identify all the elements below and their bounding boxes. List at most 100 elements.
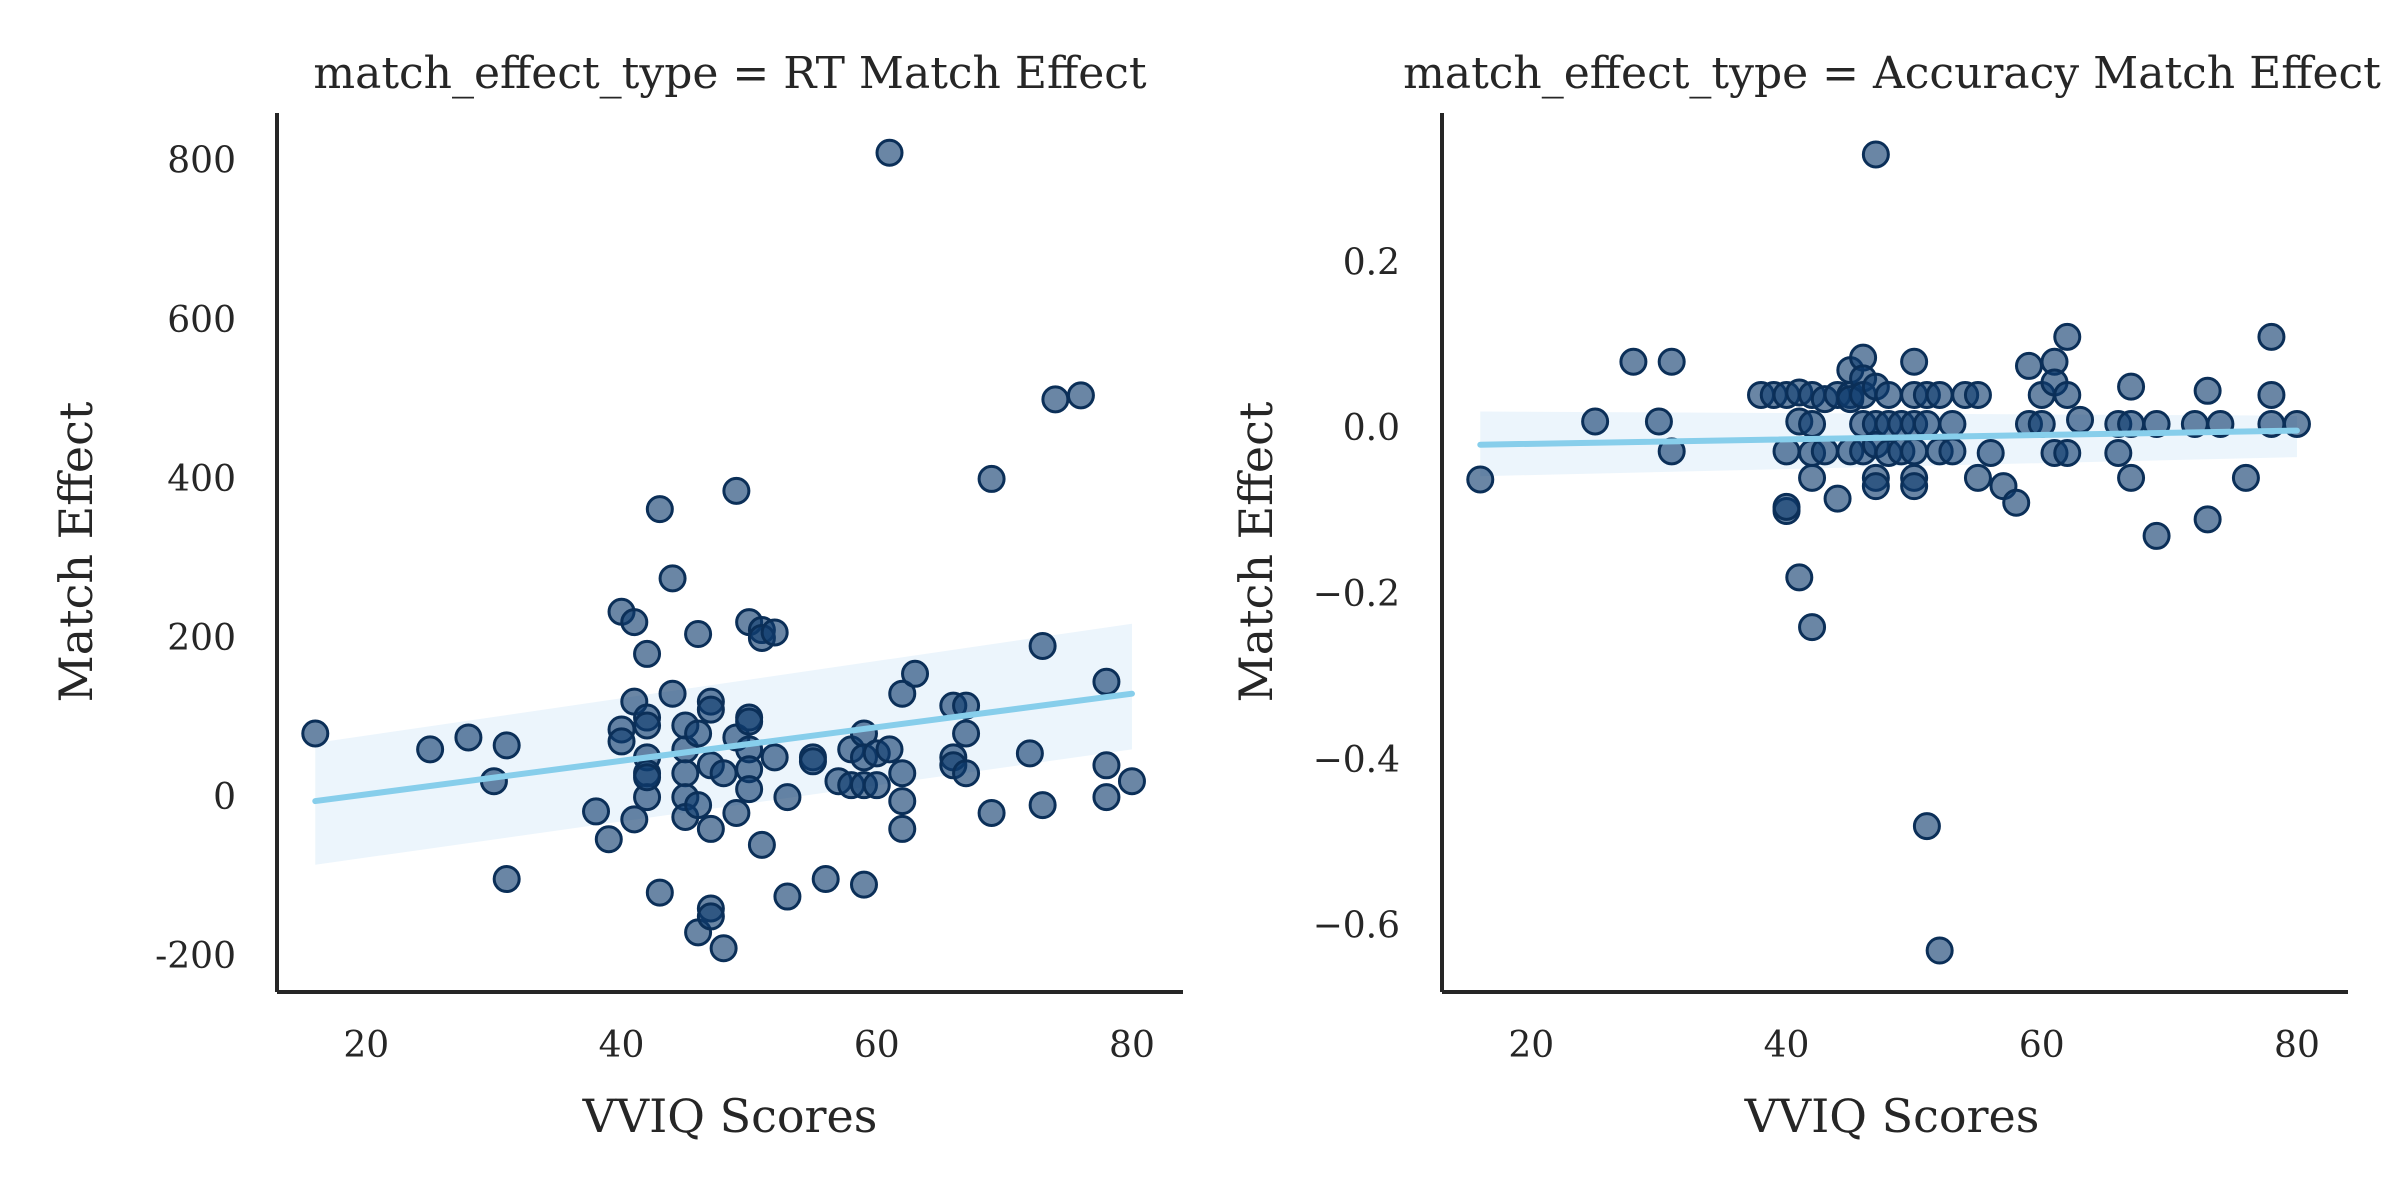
scatter-point bbox=[1925, 936, 1954, 965]
scatter-point bbox=[952, 719, 981, 748]
scatter-point bbox=[454, 723, 483, 752]
accuracy-match-effect-panel: match_effect_type = Accuracy Match Effec… bbox=[1229, 48, 2381, 1143]
scatter-point bbox=[1861, 472, 1890, 501]
scatter-point bbox=[735, 775, 764, 804]
scatter-point bbox=[709, 759, 738, 788]
scatter-point bbox=[2053, 380, 2082, 409]
scatter-point bbox=[645, 878, 674, 907]
regression-line bbox=[312, 690, 1135, 805]
scatter-point bbox=[1925, 380, 1954, 409]
scatter-point bbox=[1092, 783, 1121, 812]
scatter-point bbox=[1938, 437, 1967, 466]
rt-match-effect-panel: match_effect_type = RT Match Effect 20 40 6… bbox=[49, 48, 1183, 1143]
scatter-point bbox=[633, 639, 662, 668]
y-axis-label: Match Effect bbox=[1229, 401, 1283, 702]
x-axis-label: VVIQ Scores bbox=[1744, 1089, 2040, 1143]
x-tick-label: 20 bbox=[343, 1025, 389, 1066]
scatter-point bbox=[888, 759, 917, 788]
scatter-point bbox=[952, 759, 981, 788]
scatter-point bbox=[1976, 438, 2005, 467]
scatter-point bbox=[798, 747, 827, 776]
scatter-point bbox=[1963, 380, 1992, 409]
confidence-band bbox=[315, 623, 1132, 865]
scatter-point bbox=[2053, 322, 2082, 351]
scatter-point bbox=[684, 620, 713, 649]
scatter-point bbox=[2066, 405, 2095, 434]
scatter-point bbox=[1912, 812, 1941, 841]
scatter-point bbox=[645, 495, 674, 524]
scatter-point bbox=[1823, 484, 1852, 513]
scatter-point bbox=[1900, 347, 1929, 376]
x-tick-label: 40 bbox=[599, 1025, 645, 1066]
x-tick-label: 40 bbox=[1764, 1025, 1810, 1066]
scatter-point bbox=[1092, 751, 1121, 780]
scatter-point bbox=[875, 138, 904, 167]
scatter-point bbox=[1810, 437, 1839, 466]
scatter-point bbox=[1619, 347, 1648, 376]
scatter-point bbox=[1900, 472, 1929, 501]
scatter-point bbox=[1798, 463, 1827, 492]
scatter-point bbox=[735, 707, 764, 736]
scatter-point bbox=[1041, 385, 1070, 414]
scatter-point bbox=[760, 618, 789, 647]
scatter-point bbox=[1644, 407, 1673, 436]
scatter-point bbox=[849, 870, 878, 899]
scatter-point bbox=[1785, 563, 1814, 592]
scatter-point bbox=[1092, 667, 1121, 696]
scatter-point bbox=[633, 711, 662, 740]
scatter-point bbox=[2142, 521, 2171, 550]
scatter-point bbox=[760, 743, 789, 772]
scatter-point bbox=[1938, 409, 1967, 438]
scatter-point bbox=[1798, 613, 1827, 642]
y-tick-label: −0.2 bbox=[1313, 574, 1400, 615]
scatter-point bbox=[1772, 437, 1801, 466]
scatter-point bbox=[607, 727, 636, 756]
scatter-point bbox=[722, 476, 751, 505]
chart-title: match_effect_type = Accuracy Match Effec… bbox=[1403, 48, 2381, 99]
y-tick-label: 0.2 bbox=[1343, 242, 1400, 283]
scatter-point bbox=[1874, 380, 1903, 409]
scatter-point bbox=[594, 825, 623, 854]
scatter-point bbox=[1028, 791, 1057, 820]
scatter-point bbox=[1963, 463, 1992, 492]
scatter-point bbox=[2193, 505, 2222, 534]
scatter-point bbox=[1861, 140, 1890, 169]
scatter-point bbox=[722, 799, 751, 828]
scatter-point bbox=[862, 771, 891, 800]
scatter-point bbox=[1900, 437, 1929, 466]
y-tick-label: 400 bbox=[167, 459, 236, 500]
scatter-point bbox=[1466, 465, 1495, 494]
scatter-point bbox=[492, 865, 521, 894]
scatter-point bbox=[696, 902, 725, 931]
scatter-point bbox=[888, 787, 917, 816]
scatter-point bbox=[888, 814, 917, 843]
scatter-point bbox=[888, 679, 917, 708]
scatter-point bbox=[2117, 463, 2146, 492]
scatter-point bbox=[2117, 372, 2146, 401]
scatter-point bbox=[1772, 492, 1801, 521]
regression-line bbox=[1477, 427, 2300, 448]
scatter-point bbox=[747, 830, 776, 859]
scatter-point bbox=[1066, 381, 1095, 410]
scatter-point bbox=[875, 735, 904, 764]
scatter-point bbox=[2014, 351, 2043, 380]
x-axis-label: VVIQ Scores bbox=[582, 1089, 878, 1143]
scatter-point bbox=[633, 763, 662, 792]
scatter-point bbox=[977, 799, 1006, 828]
scatter-point bbox=[2257, 322, 2286, 351]
scatter-point bbox=[492, 731, 521, 760]
scatter-point bbox=[684, 791, 713, 820]
scatter-point bbox=[773, 882, 802, 911]
scatter-point bbox=[671, 759, 700, 788]
scatter-point bbox=[696, 695, 725, 724]
y-tick-label: 200 bbox=[167, 618, 236, 659]
y-tick-label: -200 bbox=[155, 936, 236, 977]
scatter-point bbox=[658, 564, 687, 593]
scatter-point bbox=[582, 797, 611, 826]
scatter-point bbox=[416, 735, 445, 764]
scatter-point bbox=[2104, 438, 2133, 467]
y-tick-label: −0.4 bbox=[1313, 740, 1400, 781]
scatter-point bbox=[696, 814, 725, 843]
chart-title: match_effect_type = RT Match Effect bbox=[313, 48, 1147, 99]
